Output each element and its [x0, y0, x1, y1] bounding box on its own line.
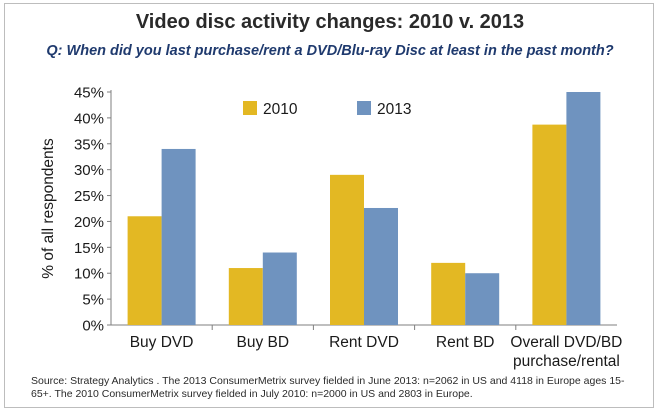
x-tick-label: Buy BD	[237, 334, 290, 351]
x-tick-label: Rent BD	[436, 334, 495, 351]
y-tick-label: 20%	[74, 214, 104, 231]
y-tick-label: 45%	[74, 85, 104, 102]
bar-2010-3	[330, 174, 364, 325]
bar-2013-5	[566, 92, 601, 325]
bar-2010-5	[532, 124, 567, 326]
legend-label-2010: 2010	[263, 101, 298, 118]
legend-label-2013: 2013	[377, 101, 411, 118]
bar-2013-2	[262, 252, 297, 325]
y-tick-label: 0%	[82, 318, 104, 335]
legend-swatch-2010	[243, 101, 257, 115]
y-tick-label: 10%	[74, 266, 104, 283]
y-tick-label: 25%	[74, 188, 104, 205]
y-tick-label: 5%	[82, 292, 104, 309]
x-tick-label: Overall DVD/BD	[510, 334, 622, 351]
y-tick-label: 35%	[74, 136, 104, 153]
x-tick-label: Rent DVD	[329, 334, 399, 351]
chart-subtitle: Q: When did you last purchase/rent a DVD…	[46, 43, 614, 59]
chart-frame: Video disc activity changes: 2010 v. 201…	[4, 3, 654, 408]
bar-2010-2	[228, 268, 263, 325]
bar-2013-1	[161, 148, 196, 325]
legend-swatch-2013	[357, 101, 371, 115]
x-tick-label: purchase/rental	[513, 353, 620, 370]
source-note: Source: Strategy Analytics . The 2013 Co…	[31, 375, 625, 400]
y-tick-label: 30%	[74, 162, 104, 179]
bar-2010-1	[127, 216, 162, 325]
y-tick-label: 40%	[74, 110, 104, 127]
y-tick-label: 15%	[74, 240, 104, 257]
bar-2013-4	[465, 273, 500, 325]
x-tick-label: Buy DVD	[130, 334, 194, 351]
bar-2013-3	[364, 207, 398, 325]
bar-2010-4	[431, 262, 466, 325]
y-axis-label: % of all respondents	[40, 138, 57, 279]
bar-chart: 0% 5% 10% 15% 20% 25% 30% 35% 40% 45% % of all res…	[40, 85, 622, 371]
chart-title: Video disc activity changes: 2010 v. 201…	[135, 11, 525, 33]
